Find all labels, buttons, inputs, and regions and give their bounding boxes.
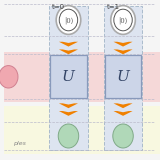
Bar [4,52,160,102]
Circle shape [56,6,81,34]
Polygon shape [113,111,133,116]
Bar [4,106,160,154]
Polygon shape [113,42,133,47]
Polygon shape [59,103,78,108]
Circle shape [58,124,79,148]
Circle shape [111,6,135,34]
Text: ples: ples [12,141,25,147]
FancyBboxPatch shape [50,55,87,98]
Polygon shape [59,42,78,47]
Text: U: U [62,70,75,84]
Text: |0⟩: |0⟩ [64,16,73,24]
Text: t=0: t=0 [52,4,65,10]
Circle shape [0,66,18,88]
Polygon shape [59,49,78,54]
Polygon shape [113,103,133,108]
FancyBboxPatch shape [105,55,141,98]
FancyBboxPatch shape [104,6,142,150]
Polygon shape [113,49,133,54]
Text: U: U [117,70,129,84]
FancyBboxPatch shape [49,6,88,150]
Text: |0⟩: |0⟩ [118,16,128,24]
Polygon shape [59,111,78,116]
Text: t=1: t=1 [107,4,120,10]
Circle shape [113,124,133,148]
